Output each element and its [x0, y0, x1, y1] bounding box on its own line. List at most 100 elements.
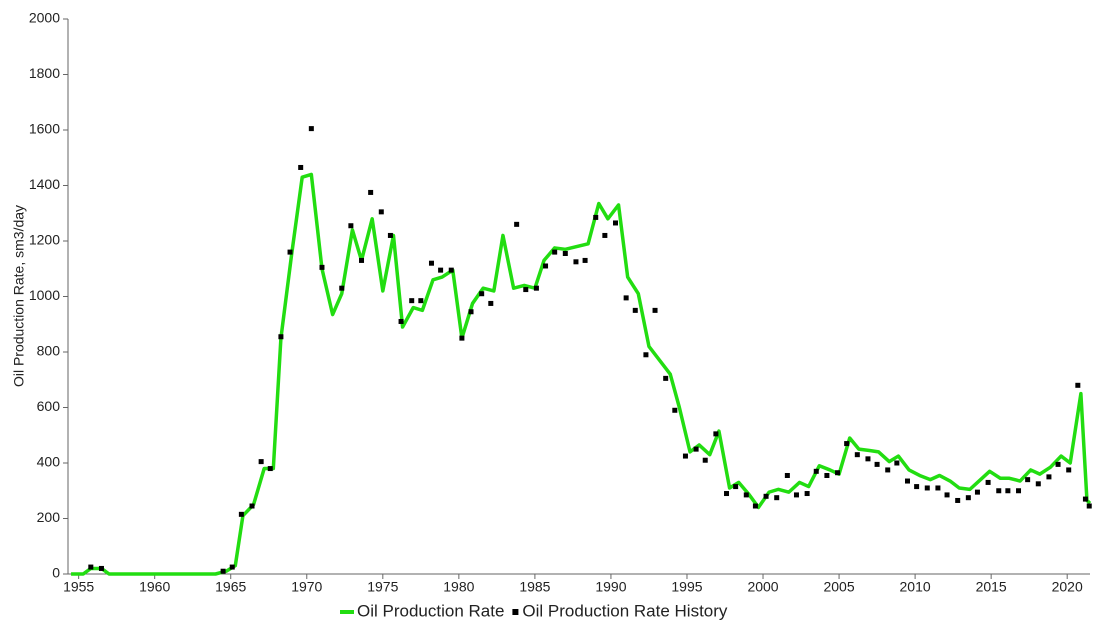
- point: [249, 503, 255, 509]
- y-axis-label: Oil Production Rate, sm3/day: [11, 205, 27, 387]
- point: [752, 503, 758, 509]
- x-tick-label: 1955: [63, 579, 94, 595]
- point: [672, 407, 678, 413]
- point: [1075, 382, 1081, 388]
- x-tick-label: 1985: [519, 579, 550, 595]
- point: [854, 452, 860, 458]
- point: [784, 472, 790, 478]
- point: [702, 457, 708, 463]
- y-tick-label: 1000: [29, 287, 60, 303]
- point: [632, 307, 638, 313]
- point: [602, 232, 608, 238]
- point: [479, 291, 485, 297]
- x-tick-label: 1980: [443, 579, 474, 595]
- point: [763, 493, 769, 499]
- point: [319, 264, 325, 270]
- point: [1035, 481, 1041, 487]
- y-tick-label: 600: [37, 398, 61, 414]
- point: [348, 223, 354, 229]
- x-tick-label: 1990: [595, 579, 626, 595]
- y-tick-label: 0: [52, 565, 60, 581]
- point: [955, 497, 961, 503]
- point: [824, 472, 830, 478]
- point: [438, 267, 444, 273]
- legend-label: Oil Production Rate History: [522, 601, 728, 620]
- y-tick-label: 1200: [29, 232, 60, 248]
- point: [924, 485, 930, 491]
- point: [844, 441, 850, 447]
- x-tick-label: 1960: [139, 579, 170, 595]
- point: [643, 352, 649, 358]
- line: [71, 172, 1092, 576]
- point: [552, 249, 558, 255]
- point: [229, 564, 235, 570]
- point: [965, 495, 971, 501]
- point: [398, 318, 404, 324]
- point: [914, 484, 920, 490]
- point: [974, 489, 980, 495]
- point: [98, 565, 104, 571]
- point: [1055, 461, 1061, 467]
- point: [359, 257, 365, 263]
- point: [944, 492, 950, 498]
- x-tick-label: 2000: [747, 579, 778, 595]
- x-tick-label: 2010: [900, 579, 931, 595]
- point: [905, 478, 910, 484]
- point: [1046, 474, 1052, 480]
- y-tick-label: 200: [37, 509, 61, 525]
- point: [428, 260, 434, 266]
- point: [996, 488, 1002, 494]
- point: [613, 220, 618, 226]
- point: [368, 189, 374, 195]
- y-tick-label: 1400: [29, 176, 60, 192]
- point: [813, 468, 819, 474]
- point: [894, 460, 900, 466]
- point: [573, 259, 579, 265]
- point: [418, 298, 424, 304]
- point: [793, 492, 799, 498]
- y-tick-label: 2000: [29, 10, 60, 26]
- point: [258, 459, 264, 465]
- x-tick-label: 1965: [215, 579, 246, 595]
- point: [278, 334, 284, 340]
- point: [804, 491, 810, 497]
- point: [287, 249, 293, 255]
- point: [523, 287, 529, 293]
- point: [593, 214, 599, 220]
- point: [468, 309, 474, 315]
- point: [378, 209, 384, 215]
- x-tick-label: 2020: [1052, 579, 1083, 595]
- point: [693, 446, 699, 452]
- point: [533, 285, 539, 291]
- point: [1025, 477, 1031, 483]
- y-tick-label: 1600: [29, 121, 60, 137]
- legend-swatch: [512, 609, 519, 615]
- point: [409, 298, 415, 304]
- point: [663, 375, 669, 381]
- point: [935, 485, 941, 491]
- point: [459, 335, 465, 341]
- point: [488, 300, 494, 306]
- y-tick-label: 400: [37, 454, 61, 470]
- point: [652, 307, 658, 313]
- y-tick-label: 1800: [29, 65, 60, 81]
- point: [713, 431, 719, 437]
- point: [774, 495, 780, 501]
- y-tick-label: 800: [37, 343, 61, 359]
- point: [724, 491, 730, 497]
- point: [562, 250, 568, 256]
- point: [88, 564, 94, 570]
- point: [267, 466, 273, 472]
- point: [1086, 503, 1092, 509]
- point: [885, 467, 891, 473]
- point: [339, 285, 345, 291]
- point: [238, 511, 244, 517]
- point: [1005, 488, 1011, 494]
- point: [298, 164, 304, 170]
- point: [1082, 496, 1088, 502]
- point: [220, 568, 226, 574]
- point: [874, 461, 880, 467]
- x-tick-label: 1970: [291, 579, 322, 595]
- point: [582, 257, 588, 263]
- point: [387, 232, 393, 238]
